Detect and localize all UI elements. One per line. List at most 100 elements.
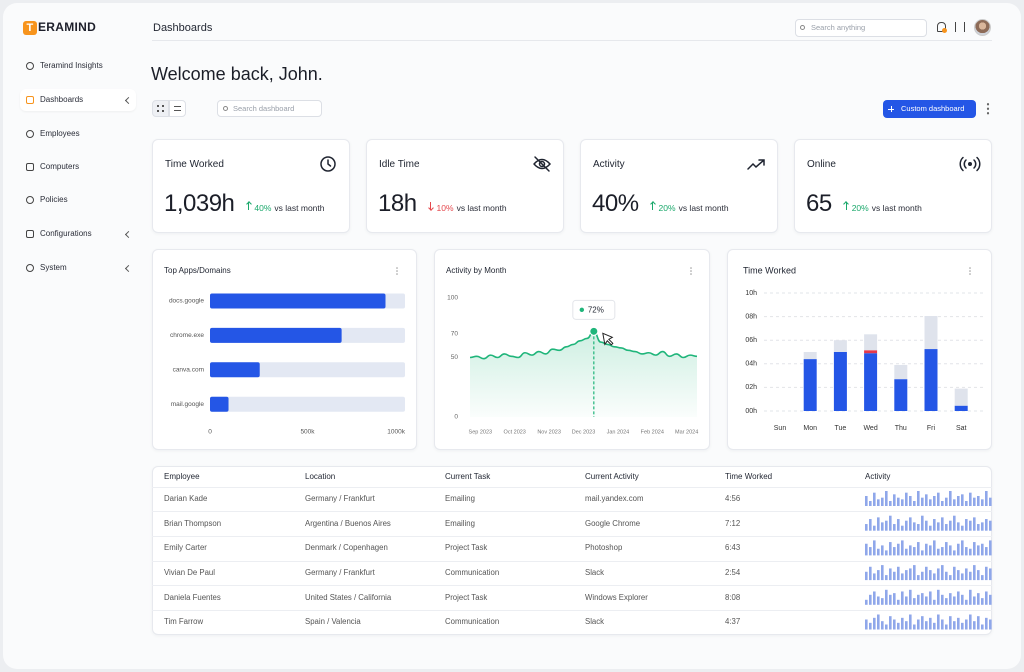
- logo-mark: [23, 21, 37, 35]
- table-cell: Daniela Fuentes: [164, 592, 221, 602]
- custom-dashboard-button[interactable]: [883, 100, 976, 118]
- chart-card: [434, 249, 710, 450]
- stat-change: 20%: [658, 203, 676, 213]
- nav-label: Policies: [40, 194, 68, 204]
- stat-row: 18h 10% vs last month: [378, 190, 558, 224]
- table-card: [152, 466, 992, 635]
- row-divider: [152, 511, 992, 513]
- nav-active: [20, 89, 136, 111]
- header-divider: [152, 40, 992, 41]
- nav-icon: [26, 163, 34, 171]
- nav-label: Configurations: [40, 228, 92, 238]
- table-header: Current Task: [445, 471, 491, 481]
- stat-card: [580, 139, 778, 233]
- search-icon: [223, 106, 228, 111]
- avatar[interactable]: [974, 19, 991, 36]
- table-cell: 2:54: [725, 568, 741, 578]
- nav-icon: [26, 62, 34, 70]
- nav-item[interactable]: [20, 257, 136, 279]
- trend-arrow: [842, 201, 850, 210]
- stat-comparison: vs last month: [274, 203, 325, 213]
- table-cell: Project Task: [445, 543, 488, 553]
- table-cell: mail.yandex.com: [585, 493, 644, 503]
- table-cell: 4:37: [725, 617, 741, 627]
- stat-row: 1,039h 40% vs last month: [164, 190, 344, 224]
- nav-label: Employees: [40, 128, 80, 138]
- table-header: Location: [305, 471, 336, 481]
- stat-change: 10%: [436, 203, 454, 213]
- page-title: Dashboards: [153, 21, 213, 34]
- table-cell: Spain / Valencia: [305, 617, 361, 627]
- more-menu[interactable]: [984, 102, 992, 116]
- stat-change: 40%: [254, 203, 272, 213]
- stat-comparison: vs last month: [678, 203, 729, 213]
- table-cell: 6:43: [725, 543, 741, 553]
- nav-item[interactable]: [20, 189, 136, 211]
- stat-value: 40%: [592, 190, 639, 217]
- table-cell: Germany / Frankfurt: [305, 568, 375, 578]
- table-cell: Denmark / Copenhagen: [305, 543, 388, 553]
- row-divider: [152, 560, 992, 562]
- row-divider: [152, 486, 992, 488]
- plus-icon-v: [890, 106, 892, 112]
- global-search[interactable]: [795, 19, 927, 37]
- table-cell: Slack: [585, 617, 605, 627]
- table-row[interactable]: [152, 611, 992, 635]
- table-cell: Tim Farrow: [164, 617, 204, 627]
- notification-badge: [942, 28, 947, 33]
- dashboard-search[interactable]: [217, 100, 322, 117]
- trend-arrow-head: [650, 201, 656, 207]
- stat-title: Idle Time: [379, 158, 420, 170]
- notification-icon: [937, 22, 946, 32]
- stat-title: Online: [807, 158, 836, 170]
- table-cell: Darian Kade: [164, 493, 208, 503]
- table-cell: Communication: [445, 568, 500, 578]
- stat-card: [152, 139, 350, 233]
- table-header: Employee: [164, 471, 200, 481]
- nav-label: Teramind Insights: [40, 60, 103, 70]
- trend-arrow-head: [428, 205, 434, 211]
- nav-label: System: [40, 262, 67, 272]
- table-cell: Emily Carter: [164, 543, 207, 553]
- table-row[interactable]: [152, 586, 992, 610]
- list-view-icon: [174, 106, 181, 111]
- table-cell: 7:12: [725, 518, 741, 528]
- trend-arrow: [245, 201, 253, 210]
- trend-arrow: [649, 201, 657, 210]
- table-cell: United States / California: [305, 592, 392, 602]
- grid-view-icon: [157, 105, 164, 112]
- row-divider: [152, 610, 992, 611]
- nav-icon: [26, 230, 34, 238]
- row-divider: [152, 535, 992, 537]
- trend-arrow: [427, 202, 435, 211]
- table-cell: Photoshop: [585, 543, 623, 553]
- table-row[interactable]: [152, 536, 992, 560]
- list-view-toggle[interactable]: [169, 100, 186, 117]
- nav-label: Dashboards: [40, 94, 84, 104]
- table-cell: Vivian De Paul: [164, 568, 215, 578]
- grid-view-toggle[interactable]: [152, 100, 169, 117]
- stat-comparison: vs last month: [871, 203, 922, 213]
- search-icon: [800, 25, 805, 30]
- nav-icon: [26, 96, 34, 104]
- table-cell: 4:56: [725, 493, 741, 503]
- table-header: Current Activity: [585, 471, 639, 481]
- row-divider: [152, 585, 992, 587]
- stat-card: [366, 139, 564, 233]
- table-header: Activity: [865, 471, 891, 481]
- table-row[interactable]: [152, 561, 992, 585]
- table-cell: Argentina / Buenos Aires: [305, 518, 391, 528]
- stat-change: 20%: [851, 203, 869, 213]
- stat-row: 40% 20% vs last month: [592, 190, 772, 224]
- stat-title: Activity: [593, 158, 625, 170]
- table-row[interactable]: [152, 487, 992, 511]
- logo-initial: T: [26, 21, 34, 34]
- table-header: Time Worked: [725, 471, 773, 481]
- stat-comparison: vs last month: [456, 203, 507, 213]
- stat-value: 65: [806, 190, 832, 217]
- table-cell: 8:08: [725, 592, 741, 602]
- settings-icon[interactable]: [955, 22, 965, 32]
- table-row[interactable]: [152, 512, 992, 536]
- table-cell: Germany / Frankfurt: [305, 493, 375, 503]
- nav-icon: [26, 130, 34, 138]
